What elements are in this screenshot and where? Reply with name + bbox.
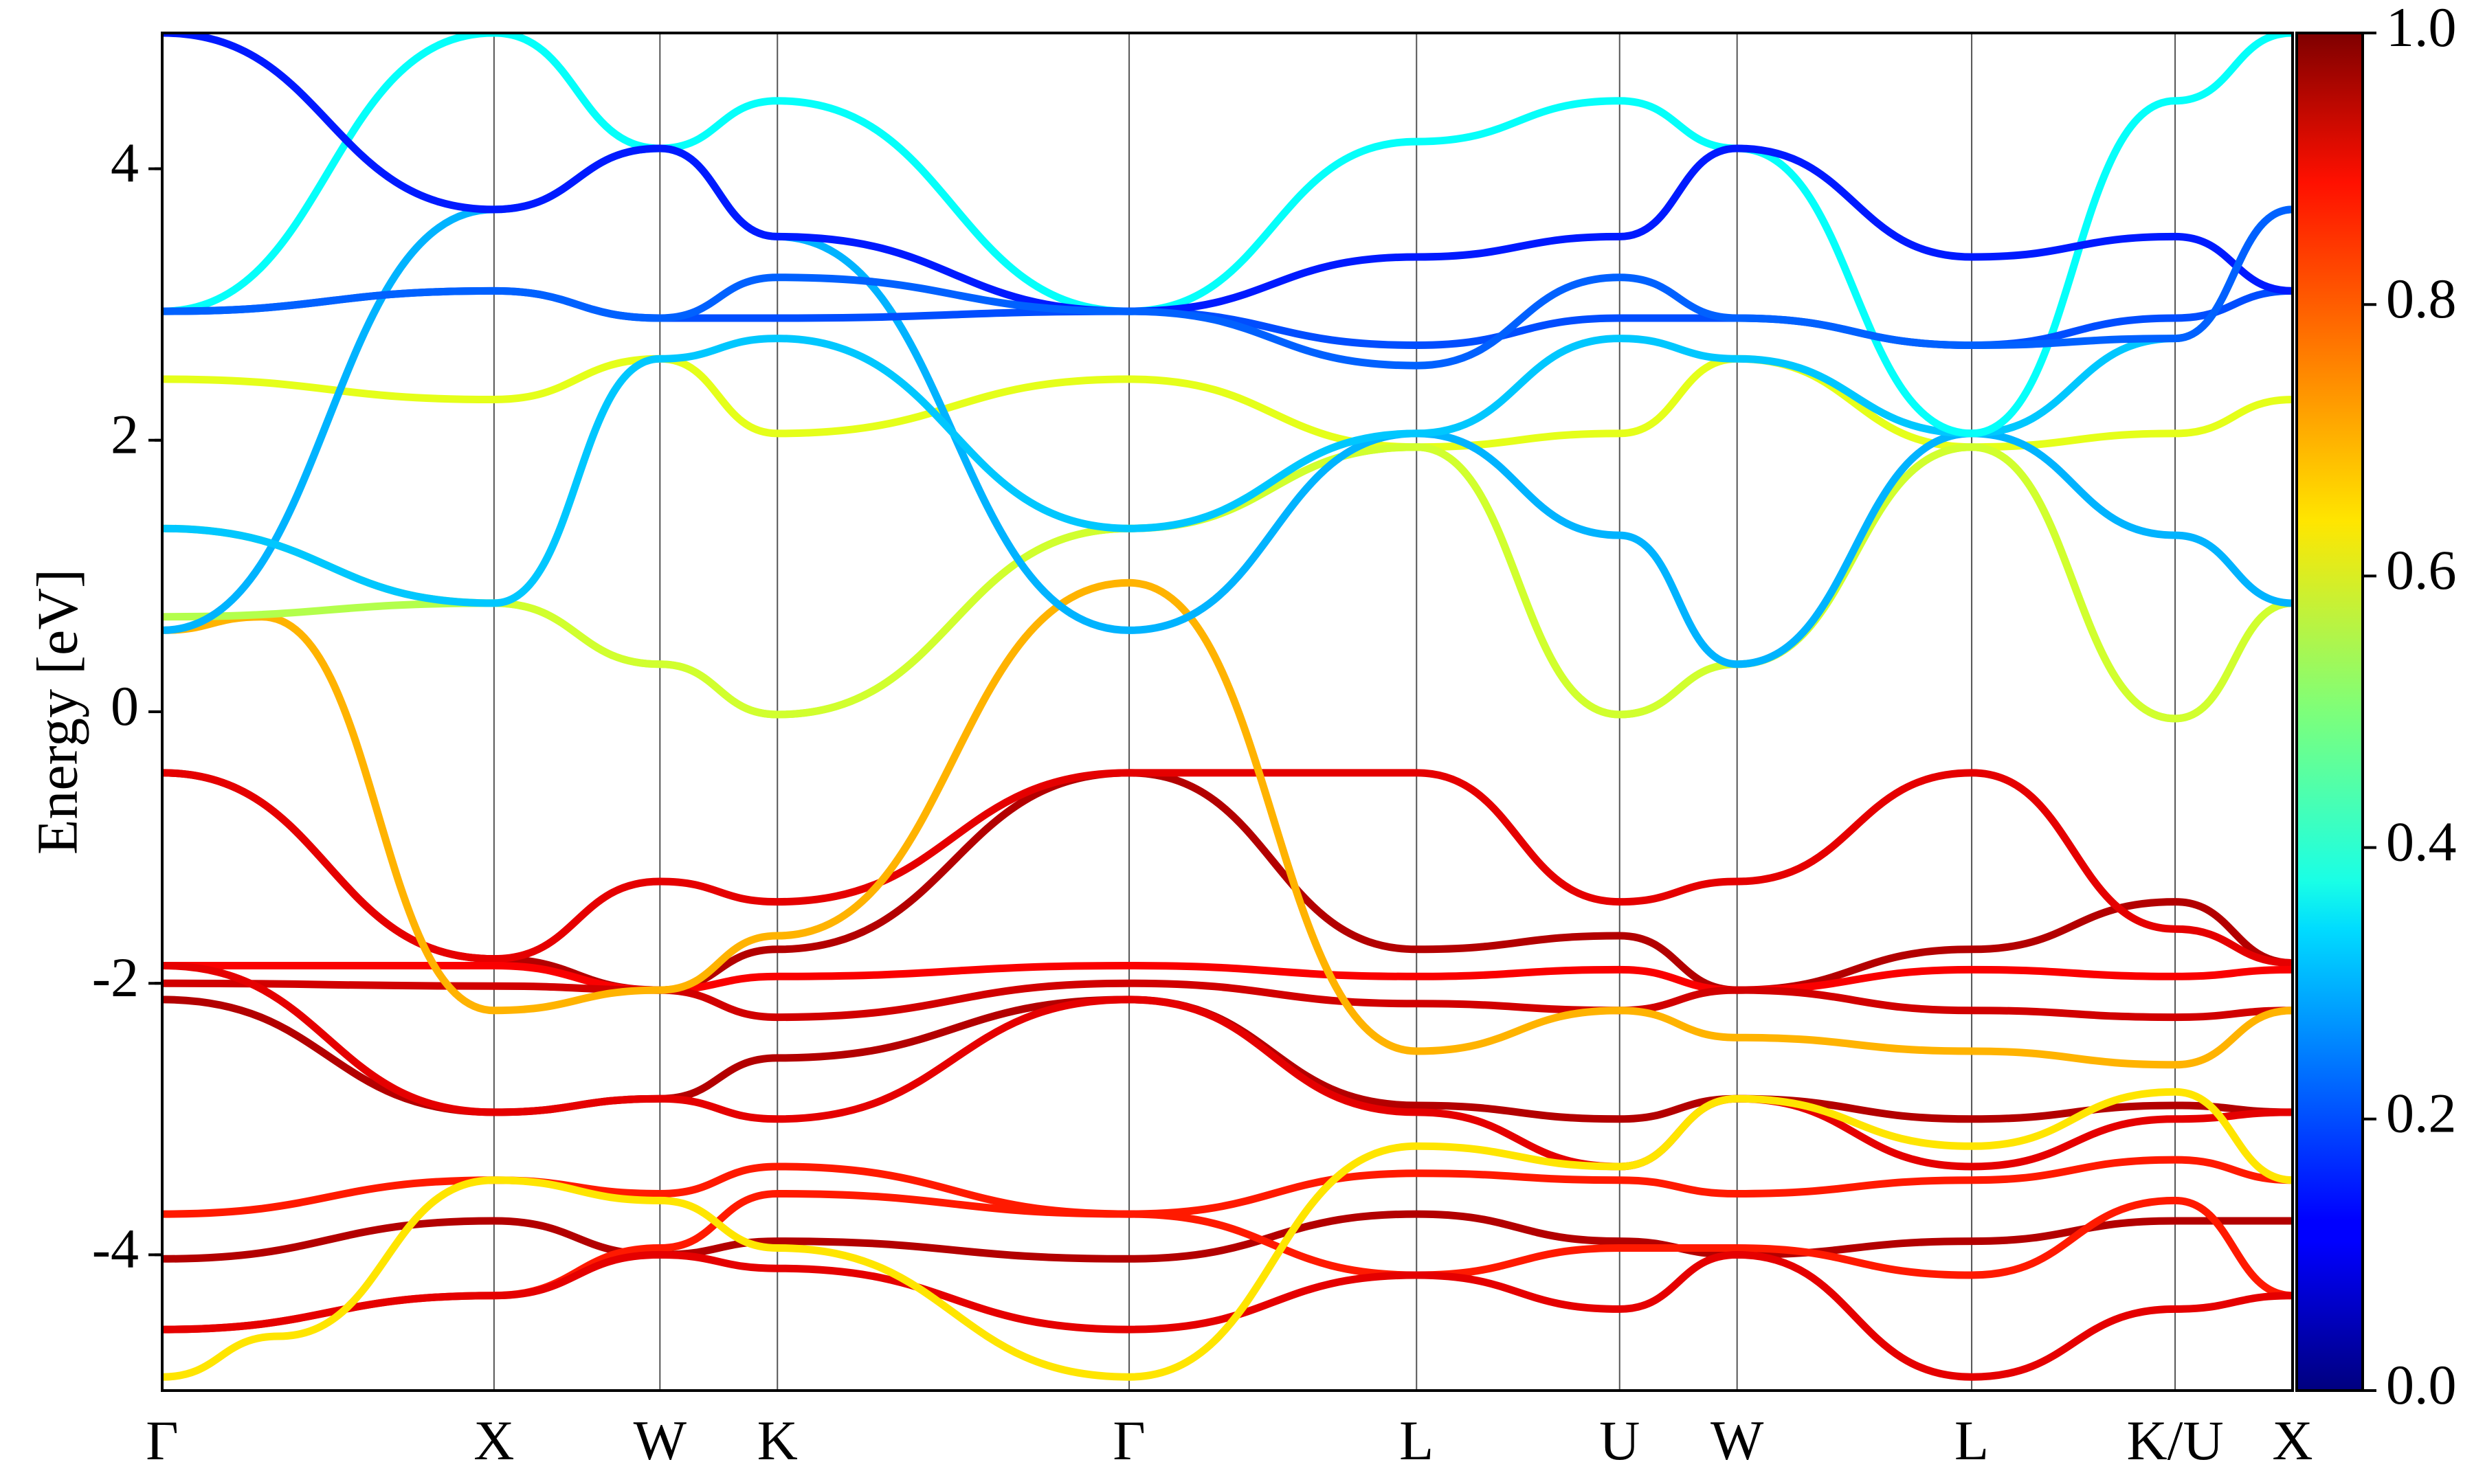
- colorbar-ticks: 0.0 0.2 0.4 0.6 0.8 1.0: [2363, 0, 2457, 1416]
- x-tick-label: X: [2272, 1409, 2313, 1472]
- band-line: [162, 33, 2293, 438]
- band-line: [162, 1088, 2293, 1381]
- band-line: [162, 996, 2293, 1123]
- colorbar-tick-label: 0.6: [2386, 539, 2457, 601]
- y-tick-label: 4: [111, 131, 139, 194]
- y-tick-label: -2: [92, 946, 139, 1009]
- band-line: [162, 1190, 2293, 1334]
- colorbar-tick-label: 0.4: [2386, 810, 2457, 873]
- x-tick-label: L: [1399, 1409, 1434, 1472]
- x-axis: Γ X W K Γ L U W L K/U X: [146, 1409, 2313, 1472]
- band-line: [162, 578, 2293, 1069]
- x-tick-label: L: [1954, 1409, 1989, 1472]
- band-line: [162, 1250, 2293, 1381]
- y-axis-label: Energy [eV]: [25, 569, 89, 855]
- band-line: [162, 205, 2293, 370]
- band-line: [162, 33, 2293, 315]
- colorbar-tick-label: 0.2: [2386, 1082, 2457, 1145]
- x-tick-label: Γ: [146, 1409, 178, 1472]
- y-tick-label: -4: [92, 1217, 139, 1280]
- x-tick-label: K: [757, 1409, 798, 1472]
- bands: [162, 33, 2293, 1381]
- band-line: [162, 962, 2293, 1171]
- y-tick-label: 0: [111, 675, 139, 737]
- band-line: [162, 443, 2293, 723]
- colorbar-tick-label: 0.0: [2386, 1353, 2457, 1416]
- colorbar-tick-label: 1.0: [2386, 0, 2457, 58]
- x-tick-label: W: [1710, 1409, 1764, 1472]
- x-tick-label: W: [634, 1409, 687, 1472]
- x-tick-label: Γ: [1113, 1409, 1145, 1472]
- band-line: [162, 979, 2293, 1022]
- colorbar-tick-label: 0.8: [2386, 267, 2457, 330]
- band-line: [162, 1210, 2293, 1263]
- colorbar: [2295, 32, 2364, 1392]
- y-axis: -4 -2 0 2 4: [92, 131, 162, 1280]
- x-tick-label: U: [1599, 1409, 1640, 1472]
- band-line: [162, 205, 2293, 607]
- y-tick-label: 2: [111, 403, 139, 466]
- x-tick-label: K/U: [2126, 1409, 2223, 1472]
- band-line: [162, 144, 2293, 668]
- x-tick-label: X: [473, 1409, 514, 1472]
- band-line: [162, 769, 2293, 967]
- band-line: [162, 961, 2293, 994]
- plot-frame: [161, 32, 2294, 1392]
